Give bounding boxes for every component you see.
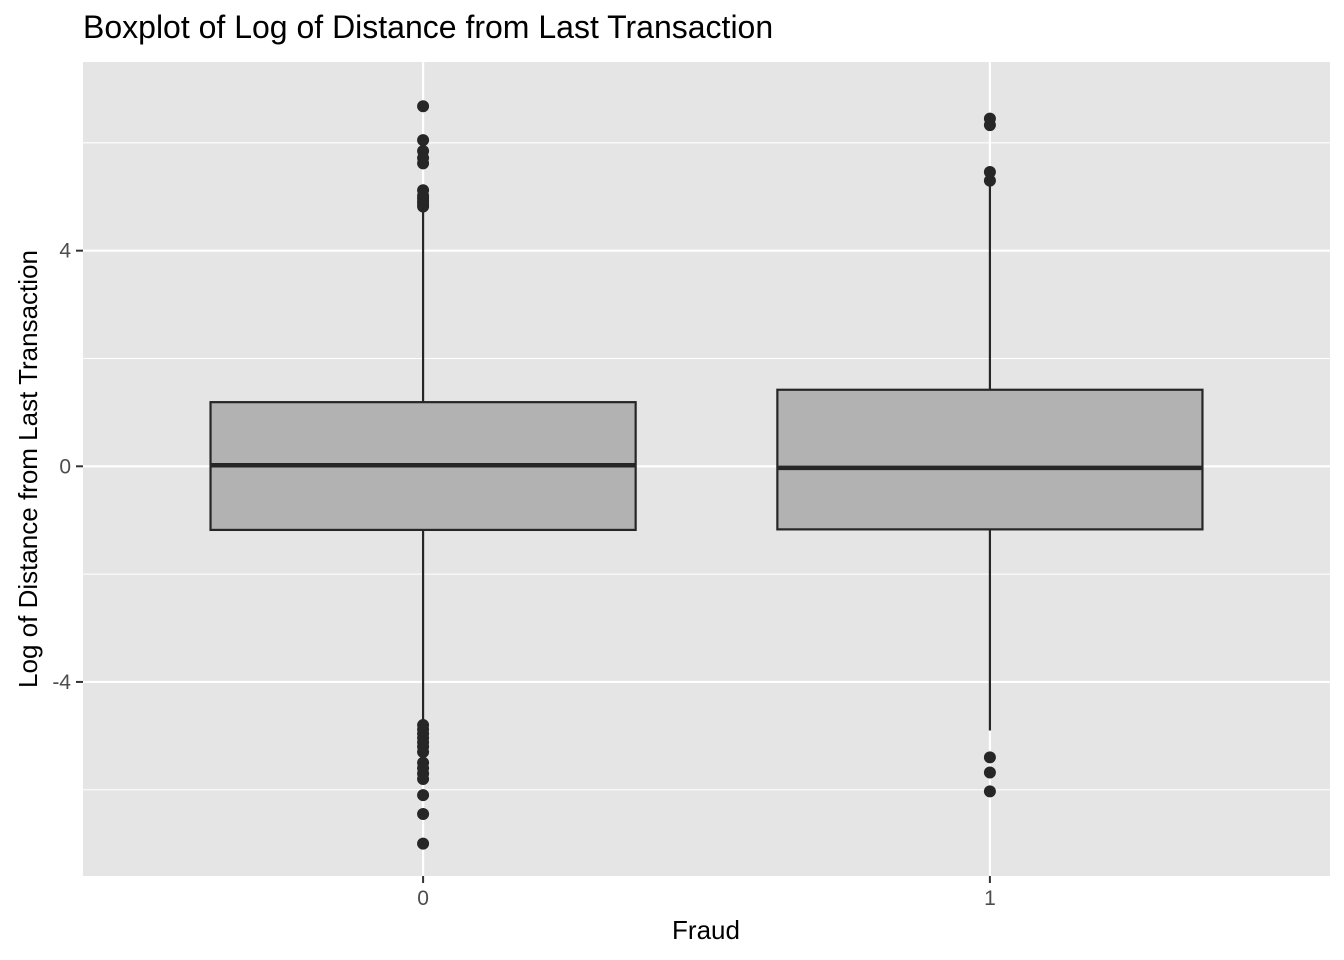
outlier-point <box>417 789 430 802</box>
box-iqr <box>776 388 1204 531</box>
outlier-point <box>983 165 996 178</box>
outlier-point <box>983 766 996 779</box>
outlier-point <box>983 751 996 764</box>
y-tick-label: 4 <box>59 240 71 263</box>
outlier-point <box>983 785 996 798</box>
y-tick-label: 0 <box>59 455 71 478</box>
outlier-point <box>417 157 430 170</box>
outlier-point <box>417 772 430 785</box>
boxes <box>209 100 1204 850</box>
box-group-0 <box>209 100 637 850</box>
axes: -4 0 4 0 1 <box>52 240 995 910</box>
outlier-point <box>983 119 996 132</box>
x-axis-title: Fraud <box>672 915 740 945</box>
outlier-point <box>983 174 996 187</box>
outlier-point <box>417 837 430 850</box>
box-group-1 <box>776 112 1204 798</box>
y-tick-label: -4 <box>52 671 71 694</box>
outlier-point <box>417 200 430 213</box>
x-tick-label: 1 <box>984 887 996 910</box>
outlier-point <box>417 808 430 821</box>
y-axis-title: Log of Distance from Last Transaction <box>13 250 43 688</box>
chart-title: Boxplot of Log of Distance from Last Tra… <box>83 9 773 45</box>
outlier-point <box>417 746 430 759</box>
outlier-point <box>417 134 430 147</box>
outlier-point <box>417 100 430 113</box>
x-tick-label: 0 <box>417 887 429 910</box>
